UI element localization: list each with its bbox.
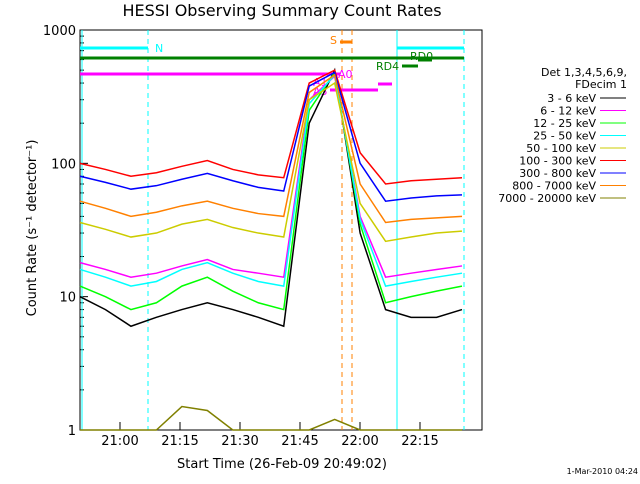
- y-tick-label: 1000: [43, 24, 76, 39]
- series-line: [79, 67, 463, 328]
- flag-annotation: RD0: [410, 50, 433, 63]
- x-tick-label: 22:15: [401, 434, 438, 449]
- y-tick-label: 100: [51, 157, 76, 172]
- series-line: [79, 70, 463, 311]
- flag-annotation: RD4: [376, 60, 399, 73]
- legend-label: 300 - 800 keV: [519, 167, 596, 180]
- legend-label: 12 - 25 keV: [533, 117, 596, 130]
- legend-label: 800 - 7000 keV: [512, 180, 596, 193]
- x-tick-label: 21:00: [101, 434, 138, 449]
- series-line: [79, 81, 463, 243]
- legend-title: Det 1,3,4,5,6,9,: [541, 66, 627, 79]
- flag-annotation: A0: [338, 68, 353, 81]
- y-tick-label: 10: [59, 291, 76, 306]
- y-tick-label: 1: [68, 424, 76, 439]
- series-line: [79, 74, 463, 279]
- timestamp: 1-Mar-2010 04:24: [567, 467, 638, 476]
- series-line: [79, 73, 463, 224]
- legend-label: 50 - 100 keV: [526, 142, 596, 155]
- legend-label: 25 - 50 keV: [533, 130, 596, 143]
- flag-annotation: N: [155, 42, 163, 55]
- series-line: [79, 71, 463, 203]
- legend-label: 3 - 6 keV: [547, 92, 596, 105]
- chart-title: HESSI Observing Summary Count Rates: [122, 1, 441, 20]
- series-line: [80, 405, 462, 431]
- legend-subtitle: FDecim 1: [575, 78, 627, 91]
- legend-label: 7000 - 20000 keV: [498, 192, 596, 205]
- legend-label: 6 - 12 keV: [540, 105, 596, 118]
- y-axis-label: Count Rate (s⁻¹ detector⁻¹): [25, 140, 40, 317]
- series-line: [79, 73, 463, 287]
- x-axis-label: Start Time (26-Feb-09 20:49:02): [177, 457, 387, 472]
- plot-frame: [79, 29, 483, 431]
- series-line: [79, 69, 463, 185]
- x-tick-label: 21:30: [221, 434, 258, 449]
- x-tick-label: 22:00: [341, 434, 378, 449]
- legend-label: 100 - 300 keV: [519, 155, 596, 168]
- x-tick-label: 21:15: [161, 434, 198, 449]
- flag-annotation: S: [330, 34, 337, 47]
- x-tick-label: 21:45: [281, 434, 318, 449]
